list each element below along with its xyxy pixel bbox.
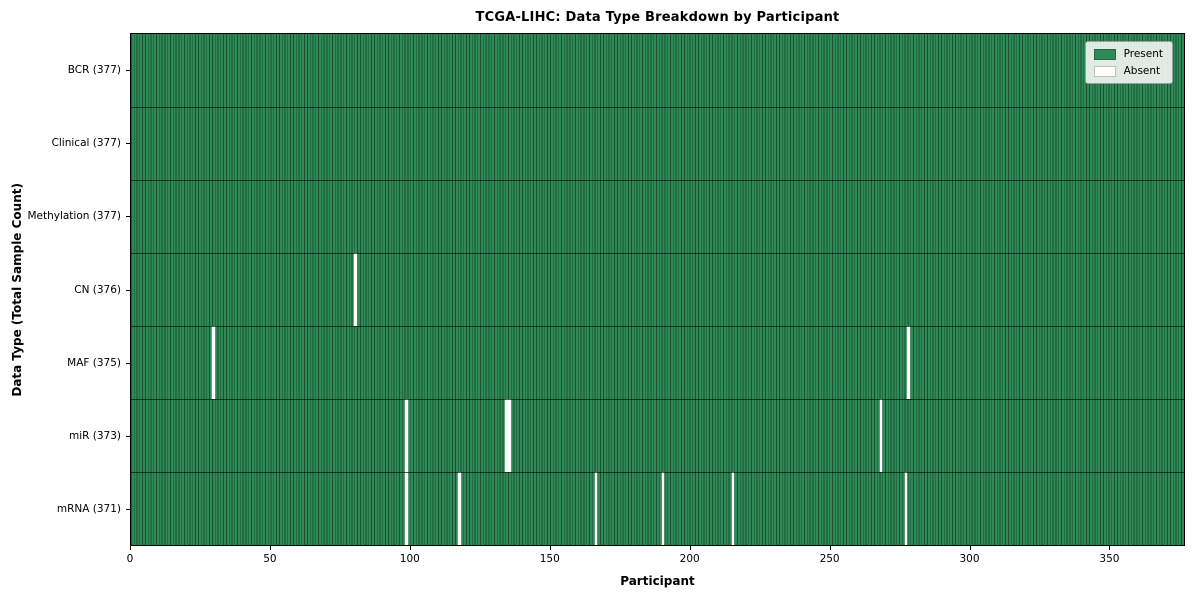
x-tick-label: 100 [399, 553, 420, 565]
x-tick-mark [130, 546, 131, 550]
legend-label-absent: Absent [1123, 65, 1161, 77]
x-tick-mark [549, 546, 551, 550]
absent-cell [404, 400, 408, 472]
legend-label-present: Present [1123, 48, 1163, 60]
absent-cell [731, 473, 735, 545]
x-tick-label: 300 [959, 553, 980, 565]
absent-cell [404, 473, 408, 545]
x-tick-label: 200 [679, 553, 700, 565]
absent-cell [907, 327, 911, 399]
y-tick-mark [126, 362, 130, 364]
heatmap-row-cn [131, 253, 1184, 326]
y-axis: BCR (377) Clinical (377) Methylation (377)… [0, 33, 130, 546]
y-tick-mark [126, 142, 130, 144]
heatmap-row-mir [131, 399, 1184, 472]
x-tick-label: 350 [1099, 553, 1120, 565]
heatmap-row-methylation [131, 180, 1184, 253]
y-tick-mark [126, 509, 130, 511]
y-tick-mark [126, 436, 130, 438]
heatmap-row-maf [131, 326, 1184, 399]
x-tick-label: 250 [819, 553, 840, 565]
absent-cell [508, 400, 511, 472]
y-tick-mark [126, 69, 130, 71]
y-tick-mark [126, 289, 130, 291]
absent-cell [904, 473, 908, 545]
x-tick-mark [969, 546, 971, 550]
absent-cell [212, 327, 215, 399]
y-tick-label-clinical: Clinical (377) [51, 136, 121, 149]
absent-cell [594, 473, 598, 545]
absent-cell [505, 400, 509, 472]
x-tick-mark [689, 546, 691, 550]
plot-area [130, 33, 1185, 546]
absent-cell [354, 254, 358, 326]
y-tick-label-mir: miR (373) [68, 430, 121, 443]
legend: Present Absent [1084, 41, 1173, 84]
heatmap-row-clinical [131, 107, 1184, 180]
heatmap-row-bcr [131, 34, 1184, 107]
x-tick-mark [409, 546, 411, 550]
y-tick-mark [126, 216, 130, 218]
heatmap-row-mrna [131, 472, 1184, 545]
y-tick-label-mrna: mRNA (371) [56, 503, 121, 516]
legend-item-present: Present [1093, 48, 1163, 60]
absent-cell [879, 400, 883, 472]
absent-swatch-icon [1093, 65, 1116, 77]
y-tick-label-cn: CN (376) [74, 283, 121, 296]
absent-cell [457, 473, 461, 545]
x-tick-mark [1109, 546, 1111, 550]
y-tick-label-maf: MAF (375) [67, 356, 121, 369]
x-axis-label: Participant [620, 574, 695, 588]
absent-cell [661, 473, 665, 545]
x-tick-mark [829, 546, 831, 550]
legend-item-absent: Absent [1093, 65, 1163, 77]
x-tick-label: 0 [126, 553, 134, 565]
x-tick-mark [269, 546, 271, 550]
y-tick-label-bcr: BCR (377) [67, 63, 121, 76]
y-tick-label-methylation: Methylation (377) [27, 210, 121, 223]
x-tick-label: 50 [263, 553, 277, 565]
present-swatch-icon [1093, 48, 1116, 60]
x-axis: 0 50 100 150 200 250 300 350 [126, 546, 1185, 576]
chart-title: TCGA-LIHC: Data Type Breakdown by Partic… [475, 10, 840, 25]
x-tick-label: 150 [539, 553, 560, 565]
